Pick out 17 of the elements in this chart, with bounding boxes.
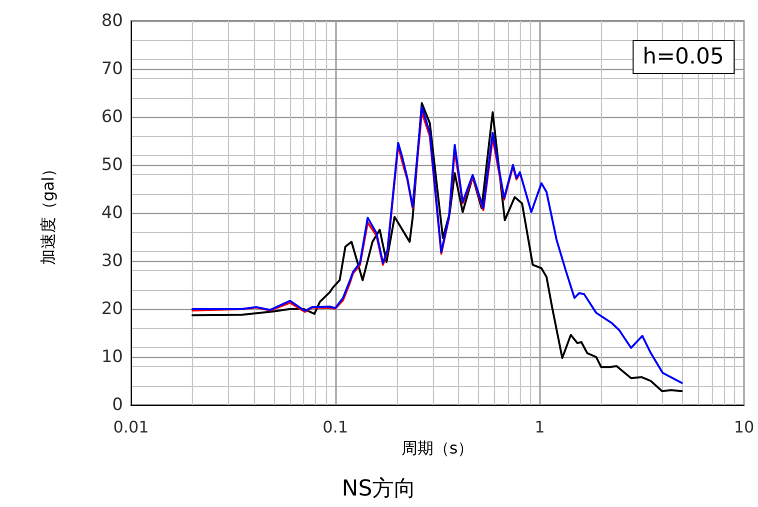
- y-tick-label: 0: [112, 395, 123, 415]
- x-tick-label: 1: [534, 418, 545, 436]
- x-tick-label: 0.1: [322, 418, 348, 436]
- y-tick-label: 40: [101, 203, 123, 223]
- y-tick-label: 50: [101, 155, 123, 175]
- y-tick-label: 30: [101, 251, 123, 271]
- annotation: h=0.05: [642, 44, 724, 70]
- x-tick-label: 0.01: [113, 418, 149, 436]
- y-tick-label: 70: [101, 59, 123, 79]
- x-tick-label: 10: [734, 418, 754, 436]
- y-tick-label: 20: [101, 299, 123, 319]
- y-tick-label: 10: [101, 347, 123, 367]
- y-axis-title: 加速度（gal）: [38, 160, 58, 266]
- y-tick-label: 60: [101, 107, 123, 127]
- y-tick-label: 80: [101, 11, 123, 31]
- text: NS方向: [342, 476, 416, 502]
- x-axis-title: 周期（s）: [401, 438, 474, 458]
